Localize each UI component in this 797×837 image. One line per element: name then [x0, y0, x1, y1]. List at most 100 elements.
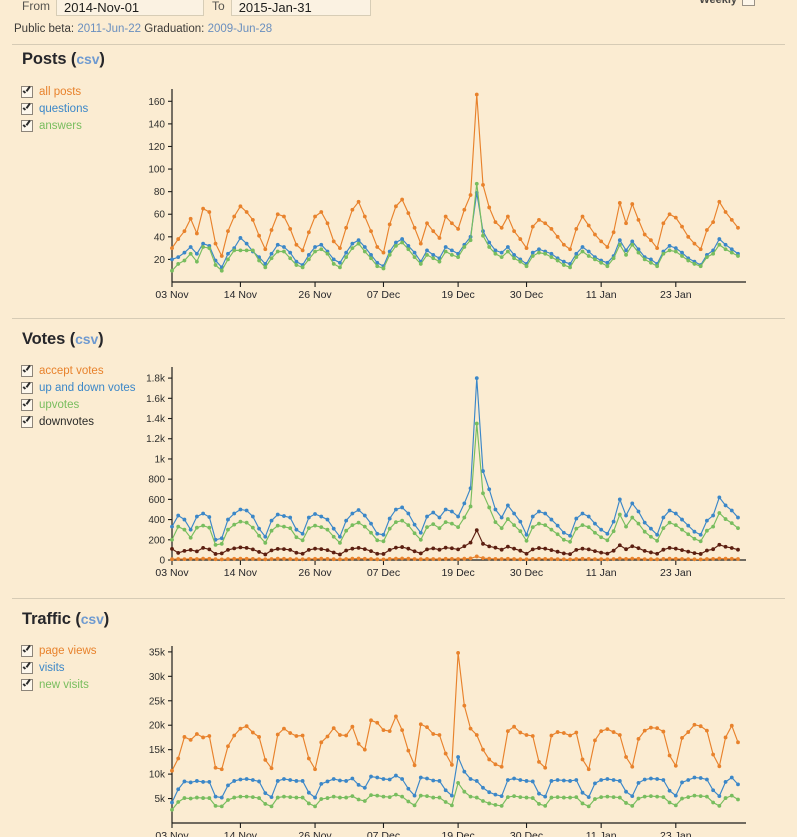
public-beta-date-link[interactable]: 2011-Jun-22: [77, 23, 142, 35]
data-point: [636, 250, 641, 255]
data-point: [219, 268, 224, 273]
legend-item[interactable]: all posts: [21, 83, 88, 100]
legend-checkbox[interactable]: [21, 661, 33, 674]
data-point: [387, 729, 392, 733]
data-point: [599, 729, 604, 733]
data-point: [686, 258, 691, 263]
data-point: [624, 513, 628, 518]
data-point: [661, 526, 666, 531]
data-point: [344, 518, 349, 523]
data-point: [586, 223, 591, 228]
data-point: [456, 755, 461, 759]
data-point: [649, 550, 653, 555]
data-point: [481, 747, 485, 752]
data-point: [325, 548, 330, 552]
csv-link-posts[interactable]: csv: [76, 51, 100, 67]
data-point: [729, 217, 734, 222]
data-point: [642, 232, 647, 237]
series-line: [171, 94, 739, 258]
data-point: [213, 542, 218, 547]
data-point: [481, 233, 485, 238]
data-point: [692, 722, 697, 727]
data-point: [387, 556, 392, 561]
weekly-checkbox[interactable]: [742, 0, 755, 6]
y-tick-label: 1.4k: [146, 414, 166, 425]
legend-checkbox[interactable]: [21, 119, 33, 132]
data-point: [543, 251, 548, 256]
legend-item[interactable]: downvotes: [21, 413, 136, 430]
legend-item[interactable]: visits: [21, 659, 97, 676]
legend-item[interactable]: answers: [21, 117, 88, 134]
data-point: [319, 797, 324, 801]
data-point: [319, 781, 324, 786]
data-point: [244, 248, 249, 253]
from-date-input[interactable]: 2014-Nov-01: [56, 0, 204, 16]
data-point: [574, 251, 579, 256]
legend-checkbox[interactable]: [21, 381, 33, 394]
csv-link-votes[interactable]: csv: [75, 331, 99, 347]
x-tick-label: 23 Jan: [660, 830, 692, 837]
legend-item[interactable]: new visits: [21, 676, 97, 693]
data-point: [437, 733, 442, 737]
legend-checkbox[interactable]: [21, 398, 33, 411]
legend-checkbox[interactable]: [21, 102, 33, 115]
data-point: [661, 251, 666, 256]
data-point: [182, 549, 187, 553]
legend-item[interactable]: page views: [21, 642, 97, 659]
data-point: [487, 487, 492, 492]
data-point: [481, 541, 485, 546]
data-point: [201, 796, 205, 800]
legend-item[interactable]: questions: [21, 100, 88, 117]
data-point: [512, 794, 516, 799]
y-tick-label: 1.8k: [146, 374, 166, 385]
data-point: [375, 260, 380, 265]
data-point: [711, 220, 716, 225]
data-point: [325, 556, 330, 561]
data-point: [717, 764, 722, 769]
data-point: [518, 548, 523, 553]
legend-item[interactable]: up and down votes: [21, 379, 136, 396]
data-point: [394, 714, 398, 719]
chart-votes: 0 200 400 600 800 1k 1.2k 1.4k 1.6k 1.8k 03 Nov 14 …: [140, 364, 760, 579]
data-point: [499, 225, 504, 230]
data-point: [468, 193, 473, 197]
data-point: [661, 556, 666, 561]
data-point: [394, 243, 398, 248]
weekly-toggle[interactable]: Weekly: [699, 0, 755, 6]
y-tick-label: 10k: [149, 770, 166, 781]
legend-item[interactable]: accept votes: [21, 362, 136, 379]
data-point: [213, 765, 218, 770]
legend-checkbox[interactable]: [21, 644, 33, 657]
data-point: [593, 530, 597, 535]
data-point: [269, 528, 274, 533]
data-point: [201, 545, 205, 550]
to-date-input[interactable]: 2015-Jan-31: [230, 0, 371, 16]
data-point: [512, 557, 516, 561]
csv-link-traffic[interactable]: csv: [80, 611, 104, 627]
data-point: [369, 256, 373, 261]
paren-open: (: [69, 330, 76, 348]
data-point: [219, 254, 224, 258]
graduation-date-link[interactable]: 2009-Jun-28: [207, 23, 273, 35]
data-point: [313, 214, 317, 219]
legend-checkbox[interactable]: [21, 85, 33, 98]
data-point: [568, 733, 572, 738]
legend-checkbox[interactable]: [21, 415, 33, 428]
data-point: [176, 237, 181, 241]
data-point: [474, 795, 479, 800]
data-point: [207, 796, 212, 800]
series-line: [171, 652, 739, 771]
data-point: [226, 798, 230, 802]
data-point: [555, 778, 560, 782]
x-tick-label: 26 Nov: [298, 830, 332, 837]
data-point: [655, 532, 660, 537]
data-point: [394, 545, 398, 550]
data-point: [257, 258, 261, 263]
legend-item[interactable]: upvotes: [21, 396, 136, 413]
legend-checkbox[interactable]: [21, 678, 33, 691]
data-point: [599, 557, 604, 562]
data-point: [294, 259, 299, 264]
legend-checkbox[interactable]: [21, 364, 33, 377]
data-point: [170, 807, 174, 812]
data-point: [574, 547, 579, 552]
